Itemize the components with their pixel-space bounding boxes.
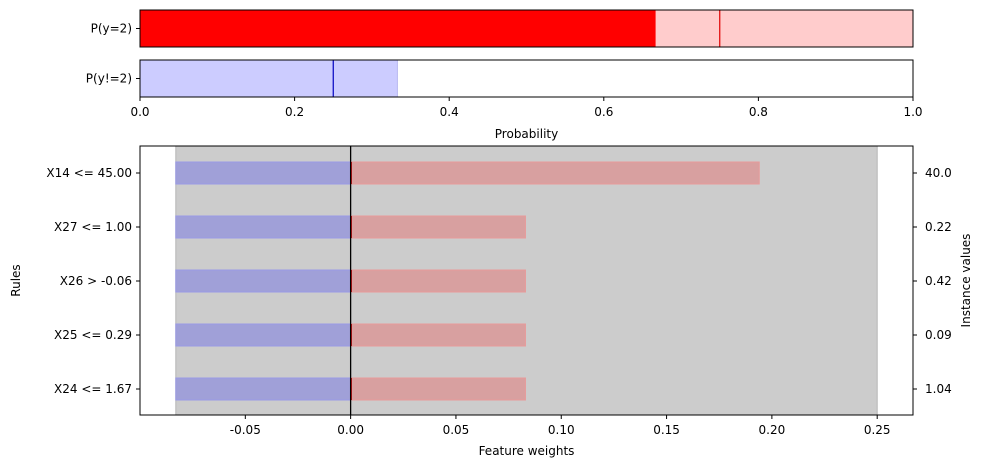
weight-bar-negative <box>175 377 352 401</box>
instance-value-label: 0.09 <box>925 328 952 342</box>
x-tick-label: 0.6 <box>594 105 613 119</box>
x-tick-label: 1.0 <box>903 105 922 119</box>
weight-bar-negative <box>175 323 352 347</box>
y-tick-label: P(y=2) <box>91 22 132 36</box>
x-tick-label: 0.2 <box>285 105 304 119</box>
weight-bar-positive <box>350 323 526 347</box>
probability-chart: P(y=2) P(y!=2) 0.0 0.2 0.4 0.6 0.8 1.0 Probabili… <box>86 9 923 141</box>
prob-bar-range <box>139 59 398 98</box>
x-tick-label: 0.00 <box>337 423 364 437</box>
x-tick-label: 0.4 <box>440 105 459 119</box>
feature-weights-chart: X14 <= 45.00 40.0 X27 <= 1.00 0.22 X26 > -0.… <box>9 145 973 458</box>
x-tick-label: 0.8 <box>749 105 768 119</box>
x-tick-label: 0.15 <box>653 423 680 437</box>
y2-axis-label: Instance values <box>959 234 973 328</box>
weight-bar-positive <box>350 269 526 293</box>
weight-bar-positive <box>350 215 526 239</box>
x-tick-label: 0.0 <box>130 105 149 119</box>
rule-label: X14 <= 45.00 <box>46 166 132 180</box>
rule-label: X26 > -0.06 <box>60 274 132 288</box>
weight-bar-negative <box>175 161 352 185</box>
weight-bar-positive <box>350 161 760 185</box>
weight-bar-negative <box>175 269 352 293</box>
rule-label: X24 <= 1.67 <box>54 382 132 396</box>
x-tick-label: 0.10 <box>548 423 575 437</box>
prob-bar <box>140 10 656 47</box>
instance-value-label: 40.0 <box>925 166 952 180</box>
x-tick-label: 0.25 <box>864 423 891 437</box>
weight-bar-negative <box>175 215 352 239</box>
rule-label: X27 <= 1.00 <box>54 220 132 234</box>
instance-value-label: 0.42 <box>925 274 952 288</box>
x-axis-label: Probability <box>495 127 558 141</box>
x-tick-label: 0.05 <box>443 423 470 437</box>
instance-value-label: 1.04 <box>925 382 952 396</box>
y-axis-label: Rules <box>9 264 23 296</box>
x-axis-label: Feature weights <box>479 444 575 458</box>
rule-label: X25 <= 0.29 <box>54 328 132 342</box>
weight-bar-positive <box>350 377 526 401</box>
x-tick-label: 0.20 <box>759 423 786 437</box>
instance-value-label: 0.22 <box>925 220 952 234</box>
x-tick-label: -0.05 <box>230 423 261 437</box>
y-tick-label: P(y!=2) <box>86 72 132 86</box>
